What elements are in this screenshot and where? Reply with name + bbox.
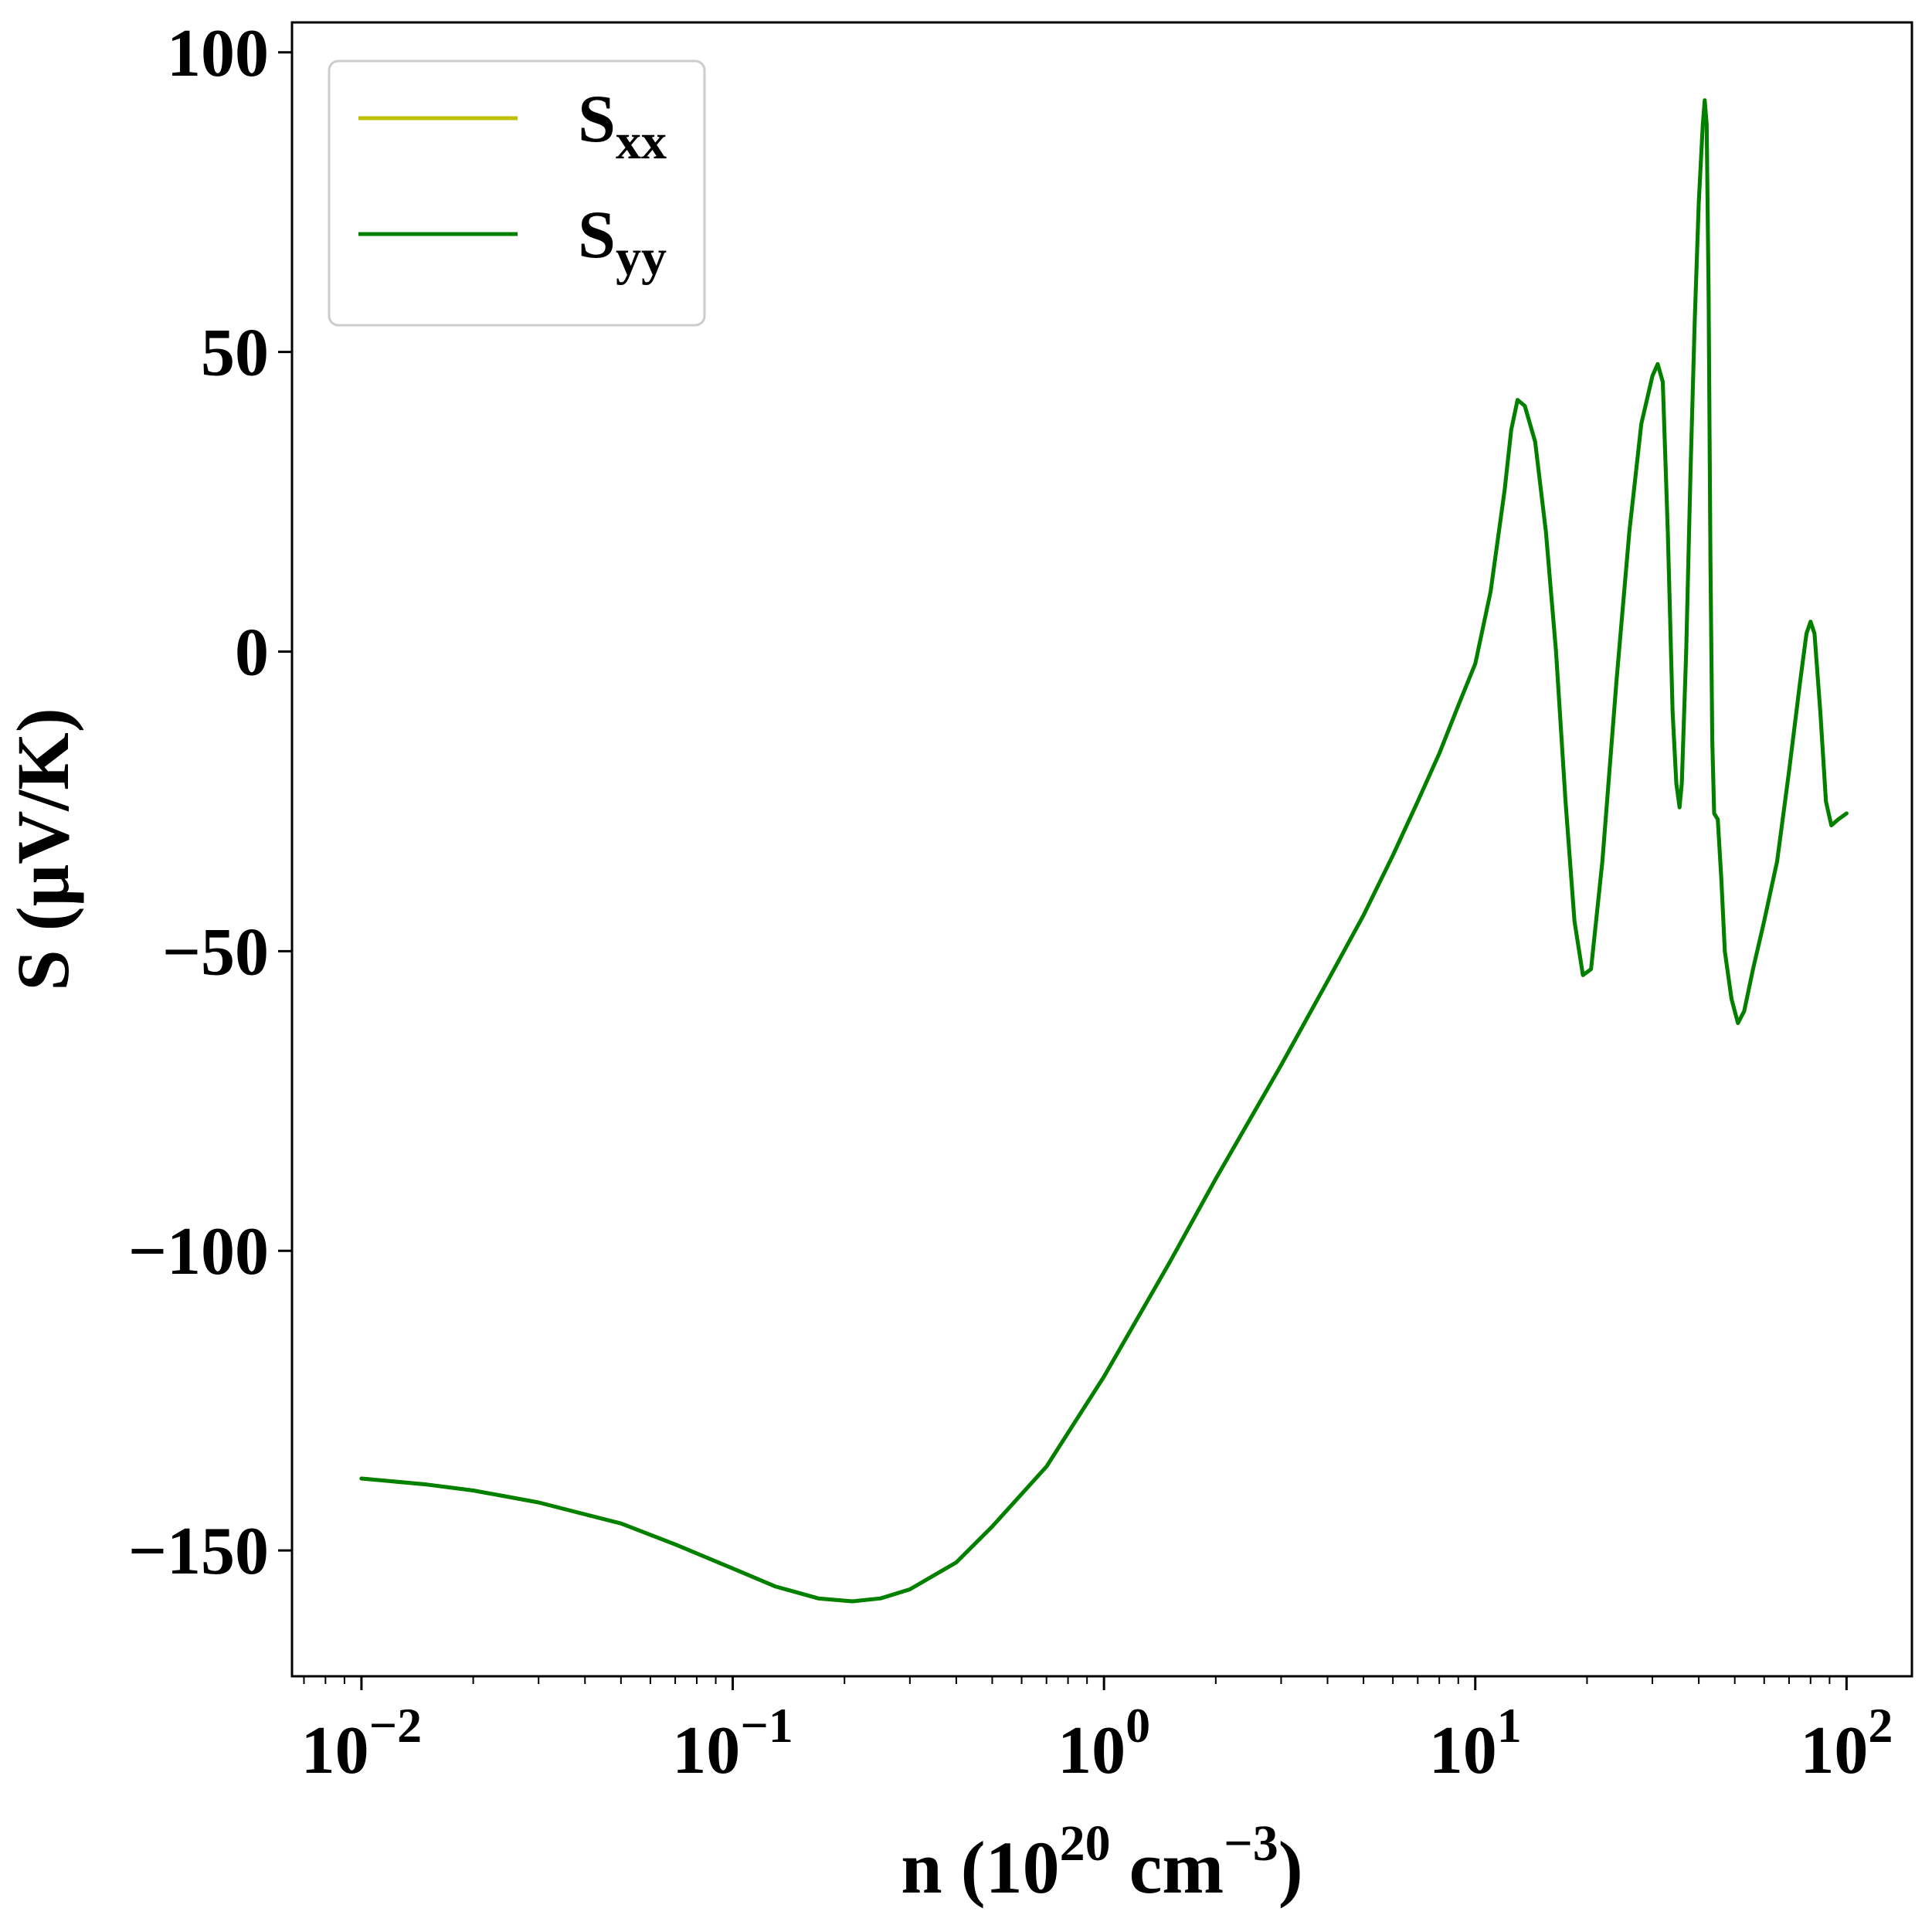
legend-sxx-sub: xx <box>616 114 667 170</box>
x-tick-exponent: −1 <box>740 1698 793 1753</box>
x-axis-label: n (1020 cm−3) <box>901 1815 1303 1909</box>
x-tick-base: 10 <box>1429 1713 1497 1788</box>
x-tick-exponent: 1 <box>1497 1698 1522 1753</box>
x-tick-label: 10−2 <box>301 1698 422 1788</box>
x-tick-label: 101 <box>1429 1698 1522 1788</box>
x-axis-label-mid: cm <box>1111 1826 1224 1909</box>
x-axis-label-sup2: −3 <box>1224 1815 1278 1872</box>
y-axis-label: S (μV/K) <box>2 708 84 990</box>
legend-syy-sub: yy <box>616 229 667 286</box>
legend: Sxx Syy <box>328 59 706 327</box>
y-tick-label: −50 <box>162 915 269 990</box>
x-tick-base: 10 <box>672 1713 740 1788</box>
legend-sxx-base: S <box>578 82 616 157</box>
x-tick-exponent: 0 <box>1126 1698 1150 1753</box>
x-axis-label-end: ) <box>1278 1826 1303 1909</box>
x-axis-label-sup1: 20 <box>1060 1815 1111 1872</box>
y-tick-label: 0 <box>235 616 269 691</box>
x-tick-exponent: 2 <box>1868 1698 1893 1753</box>
y-tick-label: 50 <box>201 316 269 391</box>
y-tick-label: −150 <box>128 1514 269 1589</box>
legend-label-sxx: Sxx <box>578 82 667 170</box>
y-tick-label: −100 <box>128 1214 269 1289</box>
x-tick-base: 10 <box>1058 1713 1126 1788</box>
legend-box <box>328 59 706 327</box>
legend-label-syy: Syy <box>578 198 667 286</box>
legend-syy-base: S <box>578 198 616 273</box>
y-tick-label: 100 <box>167 16 269 91</box>
plot-frame <box>290 21 1913 1678</box>
x-tick-label: 10−1 <box>672 1698 793 1788</box>
x-tick-label: 102 <box>1800 1698 1893 1788</box>
x-tick-base: 10 <box>1800 1713 1868 1788</box>
x-axis-label-main: n (10 <box>901 1826 1059 1909</box>
x-axis-ticks: 10−2 10−1 100 101 102 <box>301 1676 1893 1788</box>
x-tick-base: 10 <box>301 1713 369 1788</box>
y-axis-ticks: 100 50 0 −50 −100 −150 <box>128 16 292 1589</box>
series-group <box>359 98 1849 1604</box>
series-line-syy <box>359 98 1849 1604</box>
x-tick-label: 100 <box>1058 1698 1150 1788</box>
x-tick-exponent: −2 <box>369 1698 422 1753</box>
